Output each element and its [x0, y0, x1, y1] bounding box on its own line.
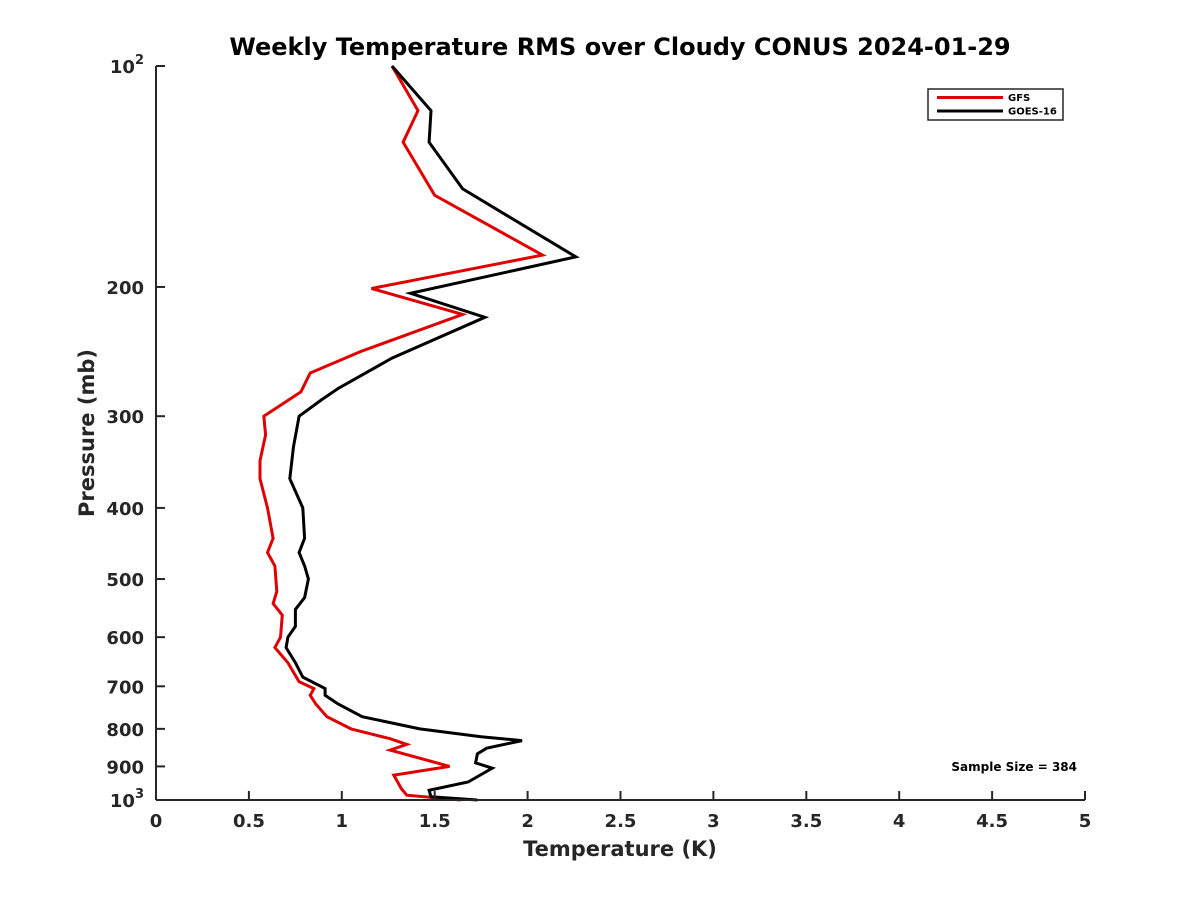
chart-title: Weekly Temperature RMS over Cloudy CONUS… [229, 33, 1010, 61]
y-tick-exponent: 3 [135, 787, 144, 802]
legend-label-goes16: GOES-16 [1008, 107, 1057, 118]
y-tick-label: 400 [106, 499, 144, 520]
y-tick-exponent: 2 [135, 53, 144, 68]
y-axis-label: Pressure (mb) [75, 349, 99, 517]
x-tick-label: 2.5 [605, 811, 637, 832]
x-tick-label: 4 [893, 811, 906, 832]
y-tick-label: 600 [106, 628, 144, 649]
axes-layer: 0 0.5 1 1.5 2 2.5 3 3.5 4 4.5 5 102 200 300 400 500 600 7… [106, 53, 1091, 832]
legend-label-gfs: GFS [1008, 93, 1030, 104]
legend-box [927, 88, 1064, 121]
x-tick-label: 4.5 [976, 811, 1008, 832]
y-tick-label: 700 [106, 677, 144, 698]
y-tick-label: 103 [110, 787, 144, 812]
y-tick-label: 300 [106, 407, 144, 428]
x-tick-label: 2 [521, 811, 534, 832]
legend: GFS GOES-16 [927, 88, 1064, 121]
x-tick-label: 0 [150, 811, 163, 832]
series-line-goes16 [284, 65, 580, 802]
y-tick-label: 800 [106, 720, 144, 741]
x-tick-label: 3 [707, 811, 720, 832]
series-line-gfs [258, 65, 547, 802]
y-tick-label: 200 [106, 278, 144, 299]
x-tick-label: 5 [1079, 811, 1092, 832]
x-tick-label: 1 [336, 811, 349, 832]
x-tick-label: 1.5 [419, 811, 451, 832]
x-tick-label: 3.5 [790, 811, 822, 832]
y-tick-label: 500 [106, 570, 144, 591]
series-layer [258, 65, 580, 802]
x-axis-label: Temperature (K) [523, 837, 717, 861]
x-tick-label: 0.5 [233, 811, 265, 832]
y-tick-label: 900 [106, 757, 144, 778]
y-tick-label: 102 [110, 53, 144, 78]
sample-size-annotation: Sample Size = 384 [951, 760, 1077, 774]
